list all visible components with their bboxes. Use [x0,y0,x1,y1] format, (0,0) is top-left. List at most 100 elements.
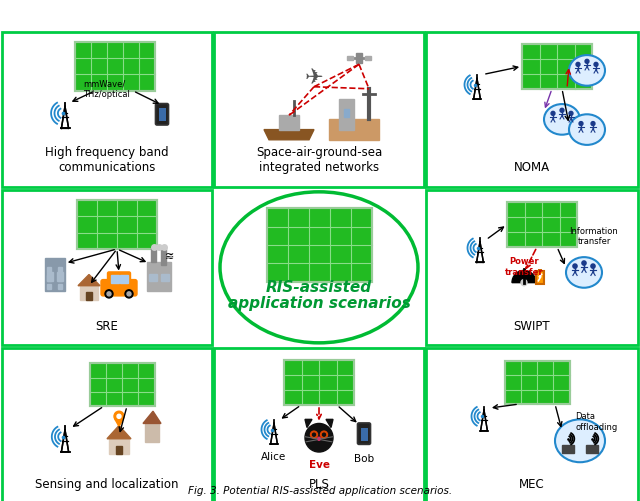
Bar [266,208,371,282]
Circle shape [125,290,133,298]
Circle shape [569,111,573,115]
Text: High frequency band
communications: High frequency band communications [45,146,169,174]
Bar [47,268,51,273]
Circle shape [579,122,583,126]
Bar [504,361,570,404]
Text: Data
offloading: Data offloading [575,412,617,432]
Bar [75,42,155,91]
Bar [2,190,212,345]
Bar [365,56,371,60]
Bar [504,361,570,404]
Bar [159,108,166,121]
Circle shape [107,292,111,296]
Circle shape [312,433,316,436]
Circle shape [117,414,121,418]
Circle shape [594,63,598,66]
Bar [145,423,159,442]
Bar [47,284,51,289]
Text: ✈: ✈ [305,69,323,89]
Text: NOMA: NOMA [514,161,550,174]
Circle shape [576,63,580,66]
Text: Space-air-ground-sea
integrated networks: Space-air-ground-sea integrated networks [256,146,382,174]
Bar [2,348,212,501]
Bar [161,248,166,266]
Bar [522,44,592,89]
Ellipse shape [220,192,418,343]
Bar [147,262,171,291]
Bar [161,275,169,281]
Polygon shape [115,419,123,426]
Bar [58,268,62,273]
Text: Sensing and localization: Sensing and localization [35,478,179,491]
Bar [116,446,122,454]
FancyBboxPatch shape [156,104,168,125]
Bar [329,119,379,140]
Circle shape [105,290,113,298]
Circle shape [317,437,321,440]
Bar [75,42,155,91]
Bar [426,348,638,501]
Bar [77,200,157,249]
Text: Eve: Eve [308,460,330,470]
Bar [360,427,367,441]
Bar [426,190,638,345]
Circle shape [582,261,586,265]
Circle shape [321,431,328,438]
Bar [214,32,424,187]
Polygon shape [326,419,333,427]
FancyBboxPatch shape [108,272,131,285]
Text: Bob: Bob [354,454,374,464]
Polygon shape [78,275,100,286]
Circle shape [560,108,564,112]
Text: SRE: SRE [95,320,118,333]
Bar [77,200,157,249]
Circle shape [114,411,124,421]
Circle shape [305,423,333,452]
Ellipse shape [544,104,580,135]
Ellipse shape [566,257,602,288]
Text: application scenarios: application scenarios [228,296,410,311]
Text: Fig. 3. Potential RIS-assisted application scenarios.: Fig. 3. Potential RIS-assisted applicati… [188,486,452,496]
Wedge shape [512,271,536,283]
FancyBboxPatch shape [101,280,137,296]
Bar [149,275,157,281]
Bar [80,286,98,300]
Text: RIS-assisted: RIS-assisted [266,280,372,295]
Bar [58,276,62,281]
Bar [47,273,53,281]
Bar [2,32,212,187]
Bar [347,56,353,60]
Bar [214,348,424,501]
Circle shape [591,122,595,126]
Bar [284,360,354,405]
Circle shape [310,431,317,438]
Text: ≋: ≋ [164,252,173,262]
Bar [284,360,354,405]
Bar [426,32,638,187]
Text: MEC: MEC [519,478,545,491]
Bar [151,248,156,262]
Circle shape [585,59,589,63]
Circle shape [591,264,595,268]
Text: mmWave/
THz/optical: mmWave/ THz/optical [83,80,130,99]
Bar [356,53,362,63]
Bar [562,445,574,453]
Text: PLS: PLS [308,478,330,491]
Circle shape [573,264,577,268]
Bar [120,276,128,283]
Ellipse shape [555,419,605,462]
Bar [86,292,92,300]
Polygon shape [305,419,312,427]
Polygon shape [264,130,314,140]
Bar [47,276,51,281]
Text: Information
transfer: Information transfer [570,226,618,246]
Bar [344,109,349,117]
Bar [266,208,371,282]
Bar [522,44,592,89]
Bar [45,258,65,291]
Circle shape [551,111,555,115]
Circle shape [323,433,326,436]
Polygon shape [107,425,131,439]
Bar [90,363,154,406]
Bar [586,445,598,453]
